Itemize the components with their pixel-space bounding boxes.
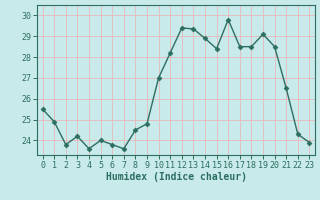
X-axis label: Humidex (Indice chaleur): Humidex (Indice chaleur)	[106, 172, 246, 182]
